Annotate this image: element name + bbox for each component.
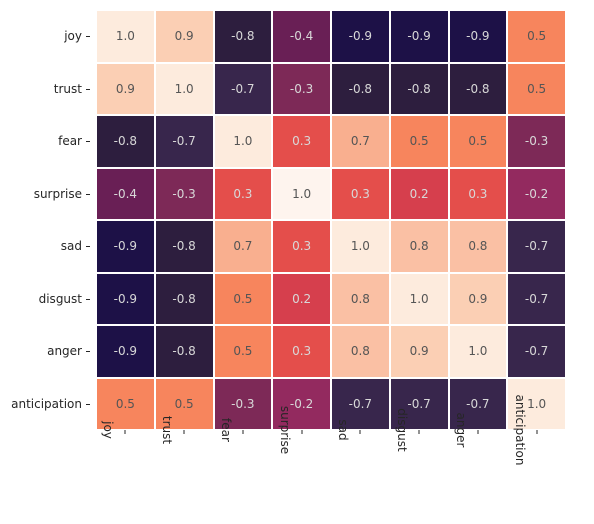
heatmap-cell: -0.9 <box>449 10 508 63</box>
heatmap-cell: -0.8 <box>155 220 214 273</box>
heatmap-cell: -0.3 <box>272 63 331 116</box>
heatmap-cell: 1.0 <box>390 273 449 326</box>
y-tick-label: surprise <box>34 187 96 201</box>
heatmap-cell: 0.3 <box>272 220 331 273</box>
heatmap-cell: -0.9 <box>96 273 155 326</box>
x-tick-label: anger <box>454 413 478 448</box>
heatmap-cell: 0.7 <box>214 220 273 273</box>
heatmap-cell: -0.8 <box>155 273 214 326</box>
heatmap-cell: 0.5 <box>390 115 449 168</box>
heatmap-cell: 0.9 <box>96 63 155 116</box>
heatmap-cell: 1.0 <box>214 115 273 168</box>
heatmap-cell: -0.8 <box>331 63 390 116</box>
x-tick-mark <box>360 430 361 434</box>
heatmap-cell: -0.8 <box>390 63 449 116</box>
y-tick-label: anger <box>47 344 96 358</box>
heatmap-cell: 0.8 <box>449 220 508 273</box>
heatmap-cell: 0.7 <box>331 115 390 168</box>
y-tick-label: fear <box>58 134 96 148</box>
y-tick-label: anticipation <box>11 397 96 411</box>
x-tick-label: anticipation <box>513 395 537 466</box>
heatmap-cell: 1.0 <box>449 325 508 378</box>
heatmap-cell: 0.3 <box>449 168 508 221</box>
x-tick-label: joy <box>101 421 125 439</box>
heatmap-cell: -0.8 <box>96 115 155 168</box>
heatmap-cell: -0.7 <box>507 325 566 378</box>
heatmap-cell: 0.5 <box>214 325 273 378</box>
y-tick-label: trust <box>54 82 96 96</box>
heatmap-cell: 0.3 <box>331 168 390 221</box>
heatmap-cell: 0.5 <box>214 273 273 326</box>
heatmap-cell: -0.9 <box>96 220 155 273</box>
heatmap-cell: -0.8 <box>449 63 508 116</box>
heatmap-cell: 0.8 <box>331 325 390 378</box>
heatmap-cell: 0.8 <box>331 273 390 326</box>
heatmap-cell: 0.5 <box>449 115 508 168</box>
heatmap-cell: -0.8 <box>214 10 273 63</box>
heatmap-cell: 1.0 <box>96 10 155 63</box>
heatmap-cell: -0.3 <box>507 115 566 168</box>
heatmap-grid: 1.00.9-0.8-0.4-0.9-0.9-0.90.50.91.0-0.7-… <box>96 10 566 430</box>
heatmap-cell: 0.9 <box>390 325 449 378</box>
y-tick-label: disgust <box>39 292 96 306</box>
x-tick-label: sad <box>336 419 360 440</box>
y-tick-label: joy <box>64 29 96 43</box>
x-tick-label: surprise <box>278 406 302 454</box>
x-tick-label: disgust <box>395 408 419 451</box>
y-tick-label: sad <box>61 239 96 253</box>
x-tick-mark <box>125 430 126 434</box>
heatmap-chart: 1.00.9-0.8-0.4-0.9-0.9-0.90.50.91.0-0.7-… <box>0 0 594 524</box>
heatmap-cell: 0.8 <box>390 220 449 273</box>
heatmap-cell: -0.3 <box>155 168 214 221</box>
plot-area: 1.00.9-0.8-0.4-0.9-0.9-0.90.50.91.0-0.7-… <box>96 10 566 430</box>
heatmap-cell: -0.4 <box>96 168 155 221</box>
heatmap-cell: -0.8 <box>155 325 214 378</box>
heatmap-cell: -0.9 <box>331 10 390 63</box>
heatmap-cell: 0.5 <box>507 63 566 116</box>
heatmap-cell: 0.3 <box>214 168 273 221</box>
heatmap-cell: 1.0 <box>155 63 214 116</box>
heatmap-cell: -0.9 <box>390 10 449 63</box>
heatmap-cell: 0.2 <box>272 273 331 326</box>
heatmap-cell: 0.2 <box>390 168 449 221</box>
heatmap-cell: 0.9 <box>449 273 508 326</box>
heatmap-cell: -0.9 <box>96 325 155 378</box>
heatmap-cell: 0.9 <box>155 10 214 63</box>
heatmap-cell: -0.4 <box>272 10 331 63</box>
heatmap-cell: 0.3 <box>272 325 331 378</box>
heatmap-cell: -0.2 <box>507 168 566 221</box>
heatmap-cell: -0.7 <box>214 63 273 116</box>
x-tick-label: fear <box>219 418 243 442</box>
heatmap-cell: -0.7 <box>507 273 566 326</box>
x-tick-label: trust <box>160 416 184 444</box>
heatmap-cell: 0.3 <box>272 115 331 168</box>
heatmap-cell: -0.7 <box>507 220 566 273</box>
heatmap-cell: 0.5 <box>507 10 566 63</box>
heatmap-cell: -0.7 <box>155 115 214 168</box>
heatmap-cell: 1.0 <box>331 220 390 273</box>
heatmap-cell: 1.0 <box>272 168 331 221</box>
